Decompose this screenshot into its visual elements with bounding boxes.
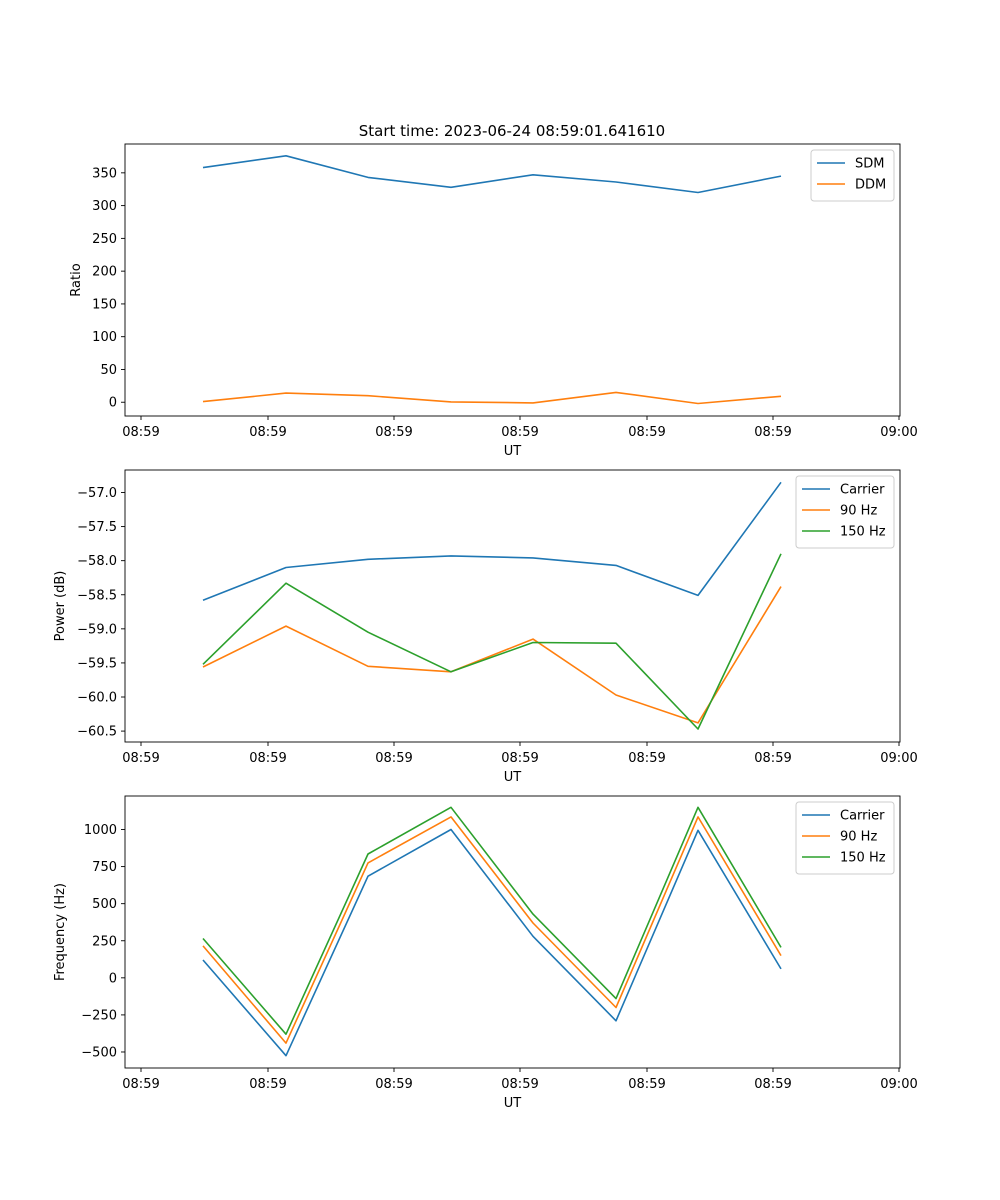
x-tick-label: 08:59 (375, 751, 412, 766)
x-tick-label: 08:59 (375, 425, 412, 440)
x-tick-label: 08:59 (754, 751, 791, 766)
x-tick-label: 08:59 (501, 1077, 538, 1092)
x-tick-label: 08:59 (122, 751, 159, 766)
x-tick-label: 08:59 (754, 425, 791, 440)
legend-label: Carrier (840, 809, 885, 824)
series-line-150-hz (202, 553, 782, 730)
legend-label: SDM (855, 157, 884, 172)
axes-frame (124, 143, 901, 417)
y-tick-label: −57.0 (77, 486, 117, 501)
axes-frame (124, 469, 901, 743)
y-tick-label: 50 (100, 363, 117, 378)
legend: Carrier 90 Hz 150 Hz (795, 801, 895, 875)
series-line-sdm (202, 155, 782, 194)
y-axis-label: Power (dB) (53, 571, 68, 642)
y-tick-label: −60.5 (77, 725, 117, 740)
series-line-carrier (202, 481, 782, 601)
legend: SDM DDM (810, 149, 895, 202)
series-line-carrier (202, 828, 782, 1057)
x-tick-label: 08:59 (122, 425, 159, 440)
y-tick-label: 250 (92, 934, 117, 949)
x-axis-label: UT (504, 770, 522, 785)
series-line-90-hz (202, 586, 782, 724)
y-axis-label: Ratio (69, 263, 84, 296)
series-line-90-hz (202, 816, 782, 1044)
x-tick-label: 09:00 (880, 425, 917, 440)
legend: Carrier 90 Hz 150 Hz (795, 475, 895, 549)
figure-title: Start time: 2023-06-24 08:59:01.641610 (359, 122, 665, 140)
y-tick-label: −59.5 (77, 656, 117, 671)
x-tick-label: 08:59 (754, 1077, 791, 1092)
legend-label: 90 Hz (840, 830, 877, 845)
y-tick-label: −57.5 (77, 520, 117, 535)
y-tick-label: −250 (81, 1008, 117, 1023)
y-tick-label: 500 (92, 897, 117, 912)
x-tick-label: 08:59 (122, 1077, 159, 1092)
y-tick-label: 750 (92, 860, 117, 875)
y-tick-label: 100 (92, 330, 117, 345)
chart-panel-3: 08:59 08:59 08:59 08:59 08:59 08:59 09:00 UT −50… (53, 795, 918, 1111)
legend-label: 150 Hz (840, 851, 886, 866)
x-axis-label: UT (504, 444, 522, 459)
y-tick-label: −59.0 (77, 622, 117, 637)
y-tick-label: 1000 (84, 823, 117, 838)
x-tick-label: 09:00 (880, 1077, 917, 1092)
x-axis-label: UT (504, 1096, 522, 1111)
y-tick-label: −500 (81, 1045, 117, 1060)
legend-label: 90 Hz (840, 504, 877, 519)
y-axis-label: Frequency (Hz) (53, 883, 68, 981)
legend-box (795, 475, 895, 549)
chart-panel-2: 08:59 08:59 08:59 08:59 08:59 08:59 09:00 UT −60… (53, 469, 918, 785)
legend-label: 150 Hz (840, 525, 886, 540)
legend-label: Carrier (840, 483, 885, 498)
legend-box (795, 801, 895, 875)
x-tick-label: 08:59 (375, 1077, 412, 1092)
y-tick-label: −58.5 (77, 588, 117, 603)
y-tick-label: −58.0 (77, 554, 117, 569)
series-line-ddm (202, 391, 782, 405)
y-tick-label: 0 (109, 971, 117, 986)
x-tick-label: 08:59 (628, 425, 665, 440)
y-tick-label: 350 (92, 166, 117, 181)
y-tick-label: 250 (92, 232, 117, 247)
x-tick-label: 08:59 (628, 751, 665, 766)
x-tick-label: 08:59 (501, 425, 538, 440)
y-tick-label: −60.0 (77, 691, 117, 706)
y-tick-label: 150 (92, 297, 117, 312)
x-tick-label: 08:59 (249, 751, 286, 766)
y-tick-label: 200 (92, 265, 117, 280)
x-tick-label: 08:59 (628, 1077, 665, 1092)
y-tick-label: 300 (92, 199, 117, 214)
series-line-150-hz (202, 806, 782, 1035)
x-tick-label: 08:59 (249, 1077, 286, 1092)
x-tick-label: 09:00 (880, 751, 917, 766)
chart-panel-1: 08:59 08:59 08:59 08:59 08:59 08:59 09:00 UT 0 50… (69, 143, 918, 459)
legend-label: DDM (855, 178, 886, 193)
x-tick-label: 08:59 (501, 751, 538, 766)
axes-frame (124, 795, 901, 1069)
x-tick-label: 08:59 (249, 425, 286, 440)
y-tick-label: 0 (109, 396, 117, 411)
